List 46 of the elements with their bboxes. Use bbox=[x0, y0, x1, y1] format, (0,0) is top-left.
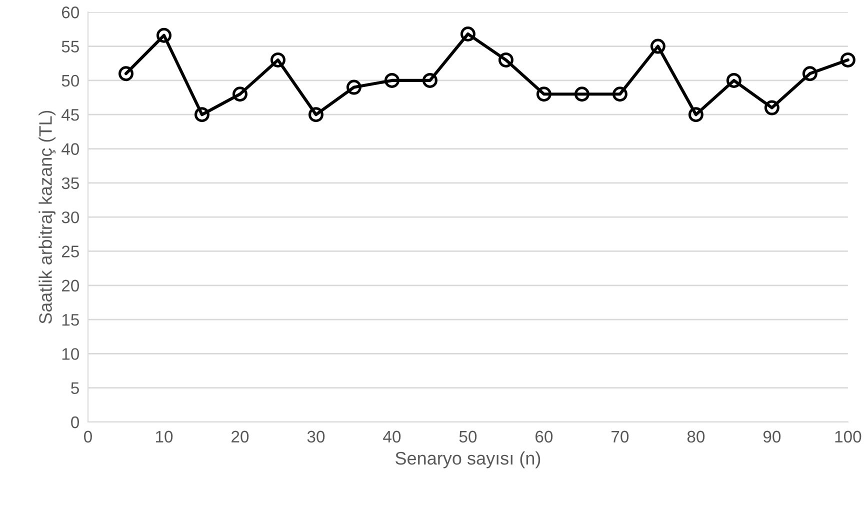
x-tick-label: 90 bbox=[763, 430, 781, 443]
y-tick-label: 25 bbox=[62, 246, 79, 258]
point bbox=[688, 107, 704, 122]
y-tick-label: 10 bbox=[62, 348, 80, 360]
point bbox=[840, 52, 856, 68]
point bbox=[498, 52, 514, 68]
point bbox=[726, 72, 742, 88]
y-tick-label: 50 bbox=[62, 74, 80, 87]
point bbox=[612, 86, 628, 102]
point bbox=[650, 38, 666, 54]
y-tick-label: 45 bbox=[62, 109, 79, 121]
y-axis-title: Saatlik arbitraj kazanç (TL) bbox=[38, 110, 56, 324]
y-tick-label: 20 bbox=[62, 280, 80, 292]
y-tick-label: 60 bbox=[62, 6, 80, 18]
point bbox=[574, 86, 590, 102]
point bbox=[308, 107, 324, 122]
x-axis-title: Senaryo sayısı (n) bbox=[396, 451, 540, 468]
x-tick-label: 70 bbox=[612, 430, 629, 443]
y-tick-label: 30 bbox=[62, 211, 80, 224]
y-tick-label: 0 bbox=[71, 416, 80, 428]
point bbox=[270, 52, 286, 68]
y-tick-label: 5 bbox=[71, 382, 79, 394]
x-tick-label: 60 bbox=[536, 430, 553, 443]
point bbox=[536, 86, 552, 102]
x-tick-label: 20 bbox=[232, 430, 249, 443]
point bbox=[802, 66, 818, 82]
x-tick-label: 40 bbox=[383, 430, 401, 443]
point bbox=[194, 107, 210, 122]
point bbox=[422, 72, 438, 88]
x-tick-label: 30 bbox=[307, 430, 325, 443]
y-tick-label: 35 bbox=[62, 177, 79, 190]
point bbox=[232, 86, 248, 102]
x-tick-label: 100 bbox=[835, 430, 862, 443]
y-tick-label: 15 bbox=[62, 314, 79, 326]
point bbox=[156, 28, 172, 43]
point bbox=[346, 80, 362, 95]
x-tick-label: 10 bbox=[156, 430, 173, 443]
point bbox=[764, 100, 780, 116]
y-tick-label: 55 bbox=[62, 40, 79, 52]
point bbox=[118, 66, 134, 82]
y-tick-label: 40 bbox=[62, 143, 80, 155]
x-tick-label: 50 bbox=[459, 430, 477, 443]
x-tick-label: 80 bbox=[687, 430, 705, 443]
point bbox=[384, 72, 400, 88]
x-tick-label: 0 bbox=[84, 430, 92, 443]
point bbox=[460, 26, 476, 42]
